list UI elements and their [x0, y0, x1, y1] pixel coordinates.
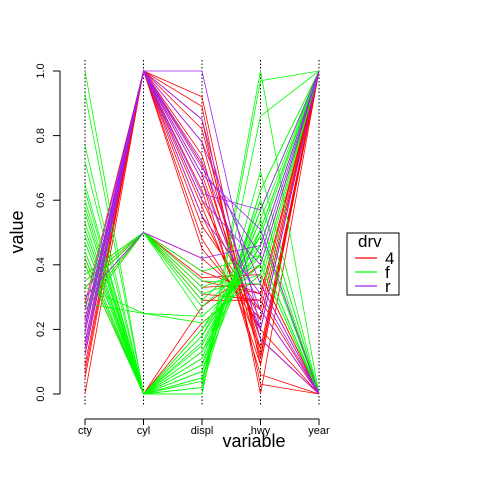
series-line-f: [84, 161, 320, 395]
legend-label-4: 4: [385, 249, 394, 268]
series-line-r: [84, 70, 320, 356]
legend-entries: 4fr: [355, 249, 394, 296]
y-tick-label: 0.4: [35, 257, 47, 272]
gridlines: [84, 60, 320, 405]
x-tick-label-cty: cty: [78, 425, 93, 437]
axes: [53, 70, 320, 425]
series-lines: [84, 69, 320, 395]
series-line-4: [84, 70, 320, 395]
y-tick-label: 0.6: [35, 193, 47, 208]
series-line-r: [84, 69, 320, 311]
legend-box: [346, 232, 400, 296]
legend-label-f: f: [385, 263, 390, 282]
series-line-r: [84, 70, 320, 298]
x-tick-labels: cty cyl displ hwy year: [78, 425, 330, 437]
x-tick-label-year: year: [308, 425, 330, 437]
series-line-f: [84, 70, 320, 395]
series-line-r: [84, 69, 320, 327]
series-line-f: [84, 264, 320, 395]
series-line-f: [84, 70, 320, 395]
x-tick-label-hwy: hwy: [251, 425, 271, 437]
legend: drv 4fr: [346, 232, 400, 296]
series-line-r: [84, 69, 320, 395]
series-line-f: [84, 70, 320, 311]
y-tick-label: 1.0: [35, 63, 47, 78]
x-tick-label-displ: displ: [191, 425, 214, 437]
series-line-f: [84, 70, 320, 395]
series-line-f: [84, 198, 320, 395]
series-line-r: [84, 70, 320, 395]
series-line-f: [84, 70, 320, 324]
series-line-4: [84, 70, 320, 372]
x-axis-label: variable: [222, 431, 285, 451]
series-line-f: [84, 232, 320, 395]
legend-title: drv: [358, 232, 382, 251]
y-tick-label: 0.8: [35, 128, 47, 143]
y-axis-label: value: [7, 210, 27, 253]
series-line-r: [84, 69, 320, 395]
series-line-f: [84, 70, 320, 395]
y-tick-label: 0.2: [35, 322, 47, 337]
legend-label-r: r: [385, 277, 391, 296]
series-line-r: [84, 69, 320, 333]
x-tick-label-cyl: cyl: [137, 425, 150, 437]
series-line-f: [84, 70, 320, 395]
series-line-f: [84, 234, 320, 395]
y-tick-label: 0.0: [35, 386, 47, 401]
y-tick-labels: 0.0 0.2 0.4 0.6 0.8 1.0: [35, 63, 47, 401]
